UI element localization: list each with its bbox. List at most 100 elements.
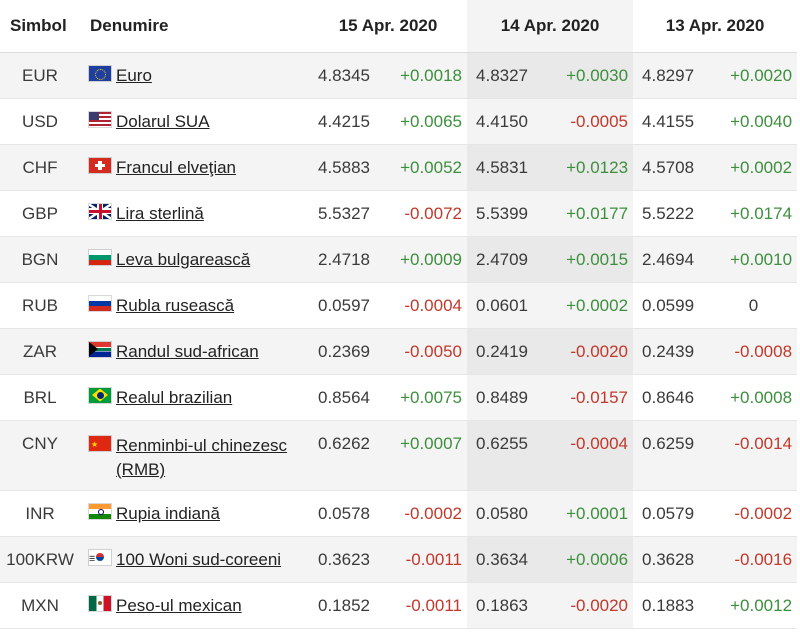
rate-value: 4.4155 [642, 111, 695, 131]
rate-change: +0.0018 [400, 65, 463, 85]
currency-name-link[interactable]: Randul sud-african [116, 341, 259, 361]
rate-value: 5.5327 [318, 203, 370, 223]
bg-flag-icon [89, 249, 111, 265]
kr-flag-icon [89, 548, 111, 572]
rate-change: +0.0008 [730, 387, 793, 407]
rate-change: -0.0008 [734, 341, 793, 361]
col-header-date-3[interactable]: 13 Apr. 2020 [633, 0, 798, 53]
rate-value: 0.0597 [318, 295, 370, 315]
table-row: CHF Francul elveţian 4.5883 +0.0052 4.58… [0, 144, 798, 191]
rate-change: +0.0007 [400, 434, 463, 453]
rate-value: 0.3628 [642, 549, 695, 569]
rate-value: 0.1883 [642, 595, 695, 615]
table-body: EUR Euro 4.8345 +0.0018 4.8327 +0.0030 4… [0, 52, 798, 629]
rate-value: 0.2419 [467, 328, 546, 375]
currency-name-link[interactable]: Leva bulgarească [116, 249, 251, 269]
rate-value: 0.0580 [467, 490, 546, 537]
table-row: BGN Leva bulgarească 2.4718 +0.0009 2.47… [0, 236, 798, 283]
table-row: ZAR Randul sud-african 0.2369 -0.0050 0.… [0, 328, 798, 375]
col-header-date-2[interactable]: 14 Apr. 2020 [467, 0, 634, 53]
rate-change: -0.0157 [545, 374, 634, 421]
rate-change: +0.0010 [730, 249, 793, 269]
ru-flag-icon [89, 295, 111, 311]
currency-name-cell: Peso-ul mexican [80, 583, 309, 629]
rate-value: 0.2439 [642, 341, 695, 361]
table-row: EUR Euro 4.8345 +0.0018 4.8327 +0.0030 4… [0, 52, 798, 99]
rate-value: 5.5399 [467, 190, 546, 237]
rate-change: +0.0075 [400, 387, 463, 407]
rate-change: +0.0001 [545, 490, 634, 537]
rate-change: +0.0002 [545, 282, 634, 329]
rate-change: -0.0011 [405, 549, 463, 569]
rate-value: 4.5831 [467, 144, 546, 191]
table-row: 100KRW 100 Woni sud-coreeni 0.3623 -0.00… [0, 536, 798, 583]
currency-name-cell: Francul elveţian [80, 145, 309, 191]
currency-symbol: CNY [22, 434, 58, 453]
currency-name-link[interactable]: Renminbi-ul chinezesc (RMB) [116, 436, 288, 479]
rate-change: -0.0005 [545, 98, 634, 145]
rate-change: -0.0014 [734, 434, 793, 453]
currency-name-link[interactable]: Euro [116, 65, 152, 85]
rate-value: 0.3634 [467, 536, 546, 583]
rate-change: -0.0016 [734, 549, 793, 569]
currency-name-cell: Renminbi-ul chinezesc (RMB) [80, 421, 309, 491]
currency-name-link[interactable]: Lira sterlină [116, 203, 204, 223]
ch-flag-icon [89, 157, 111, 173]
rate-change: +0.0015 [545, 236, 634, 283]
currency-symbol: USD [22, 111, 58, 131]
rate-change: +0.0002 [730, 157, 793, 177]
us-flag-icon [89, 111, 111, 127]
currency-name-link[interactable]: Peso-ul mexican [116, 595, 242, 615]
rate-value: 4.4215 [318, 111, 370, 131]
gb-flag-icon [89, 203, 111, 219]
currency-name-link[interactable]: Dolarul SUA [116, 111, 210, 131]
rate-value: 4.8345 [318, 65, 370, 85]
za-flag-icon [89, 341, 111, 357]
table-row: BRL Realul brazilian 0.8564 +0.0075 0.84… [0, 374, 798, 421]
currency-name-cell: Dolarul SUA [80, 99, 309, 145]
rate-change: +0.0030 [545, 52, 634, 99]
rate-change: +0.0177 [545, 190, 634, 237]
currency-symbol: 100KRW [6, 549, 74, 569]
rate-value: 0.0601 [467, 282, 546, 329]
cn-flag-icon [89, 433, 111, 457]
currency-name-link[interactable]: Rubla rusească [116, 295, 235, 315]
table-row: GBP Lira sterlină 5.5327 -0.0072 5.5399 … [0, 190, 798, 237]
table-row: RUB Rubla rusească 0.0597 -0.0004 0.0601… [0, 282, 798, 329]
rate-change: -0.0050 [404, 341, 463, 361]
rate-value: 0.8646 [642, 387, 695, 407]
currency-name-link[interactable]: Francul elveţian [116, 157, 237, 177]
rate-value: 0.0578 [318, 503, 370, 523]
rate-change: +0.0123 [545, 144, 634, 191]
currency-name-cell: Leva bulgarească [80, 237, 309, 283]
currency-symbol: CHF [22, 157, 58, 177]
currency-symbol: ZAR [23, 341, 57, 361]
currency-name-link[interactable]: 100 Woni sud-coreeni [116, 549, 282, 569]
table-row: INR Rupia indiană 0.0578 -0.0002 0.0580 … [0, 490, 798, 537]
col-header-date-1[interactable]: 15 Apr. 2020 [309, 0, 468, 53]
currency-name-cell: Euro [80, 53, 309, 99]
rate-change: +0.0006 [545, 536, 634, 583]
eu-flag-icon [89, 65, 111, 81]
rate-value: 0.8564 [318, 387, 370, 407]
rate-value: 0.0579 [642, 503, 695, 523]
rate-value: 0.0599 [642, 295, 695, 315]
rate-change: -0.0020 [545, 328, 634, 375]
rate-value: 0.8489 [467, 374, 546, 421]
currency-symbol: RUB [22, 295, 58, 315]
currency-name-link[interactable]: Rupia indiană [116, 503, 220, 523]
rate-value: 0.6259 [642, 434, 695, 453]
rate-value: 0.6255 [467, 420, 546, 491]
currency-name-cell: Lira sterlină [80, 191, 309, 237]
col-header-name: Denumire [80, 0, 309, 53]
rate-change: +0.0052 [400, 157, 463, 177]
rate-value: 5.5222 [642, 203, 695, 223]
rate-value: 4.8297 [642, 65, 695, 85]
currency-symbol: MXN [21, 595, 59, 615]
currency-name-link[interactable]: Realul brazilian [116, 387, 233, 407]
currency-name-cell: Rupia indiană [80, 491, 309, 537]
rate-change: +0.0065 [400, 111, 463, 131]
rate-value: 0.1863 [467, 582, 546, 629]
currency-name-cell: 100 Woni sud-coreeni [80, 537, 309, 583]
